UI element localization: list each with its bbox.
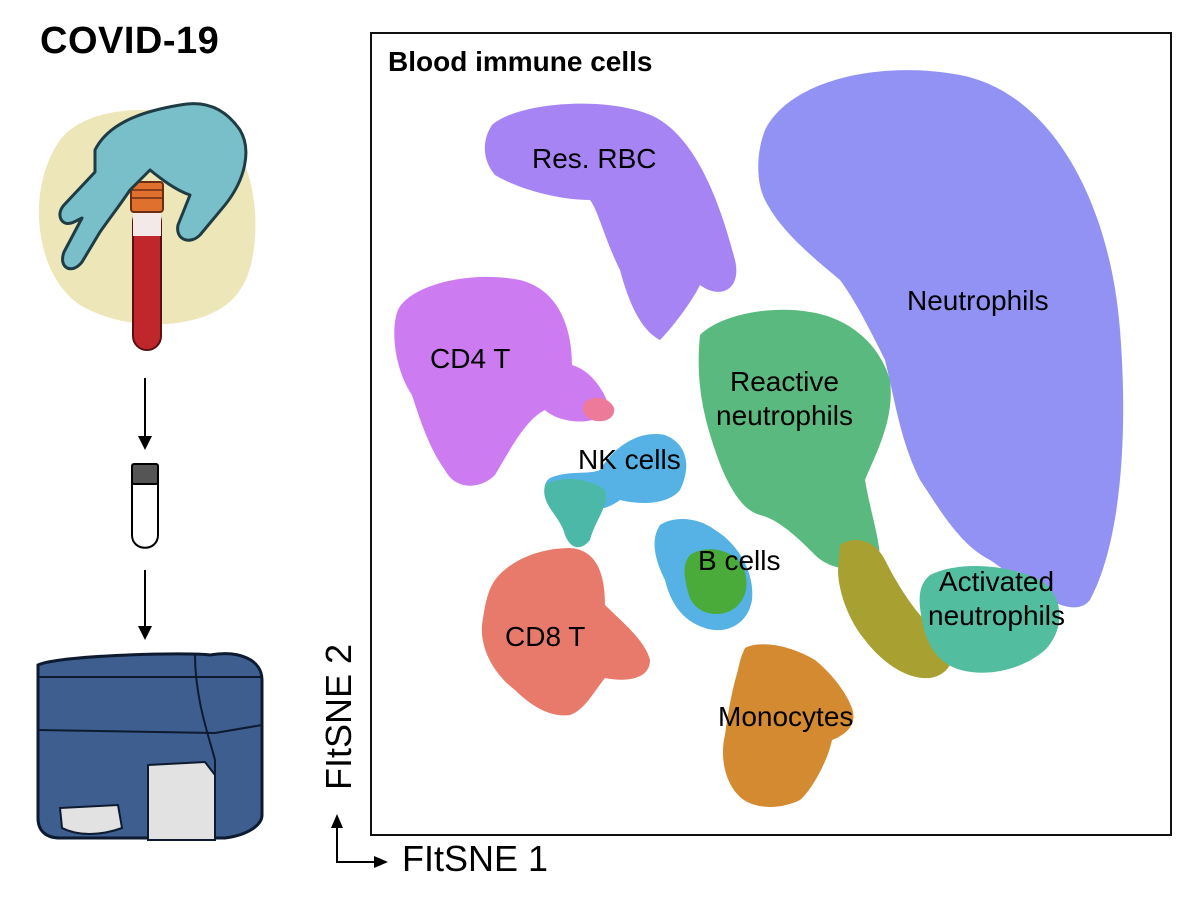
- cytometer-machine-icon: [36, 652, 264, 841]
- plot-title: Blood immune cells: [388, 46, 653, 77]
- scatter-clusters: [394, 70, 1124, 807]
- label-cd4-t: CD4 T: [430, 343, 511, 374]
- blood-sample-illustration: [38, 102, 256, 351]
- label-reactive-neutrophils: Reactive neutrophils: [716, 366, 853, 431]
- label-cd8-t: CD8 T: [505, 621, 586, 652]
- cluster-reactive-neutrophils: [698, 309, 891, 570]
- flow-arrow-2: [138, 570, 152, 640]
- plot-frame: [370, 32, 1172, 836]
- axis-x-label: FItSNE 1: [402, 838, 549, 879]
- cluster-res-rbc: [484, 103, 737, 341]
- cluster-activated-olive: [838, 540, 953, 679]
- left-title: COVID-19: [40, 20, 220, 62]
- cluster-pink-edge: [582, 397, 615, 422]
- cluster-cd8-t: [481, 548, 650, 716]
- label-neutrophils: Neutrophils: [907, 285, 1049, 316]
- cluster-neutrophils: [758, 70, 1124, 608]
- label-b-cells: B cells: [698, 545, 781, 576]
- cluster-monocytes: [722, 644, 854, 807]
- label-res-rbc: Res. RBC: [532, 143, 657, 174]
- axis-y-label: FItSNE 2: [318, 643, 359, 790]
- label-monocytes: Monocytes: [718, 701, 854, 732]
- sample-vial-icon: [131, 463, 159, 549]
- blood-tube-icon: [130, 181, 164, 351]
- cluster-b-cells: [684, 549, 747, 614]
- cluster-nk-teal: [544, 478, 607, 548]
- cluster-cd4-t: [394, 276, 610, 486]
- label-activated-neutrophils: Activated neutrophils: [928, 566, 1065, 631]
- label-nk-cells: NK cells: [578, 444, 681, 475]
- glove-hand-icon: [58, 102, 248, 271]
- cluster-activated-neutrophils: [919, 565, 1060, 673]
- flow-arrow-1: [138, 378, 152, 450]
